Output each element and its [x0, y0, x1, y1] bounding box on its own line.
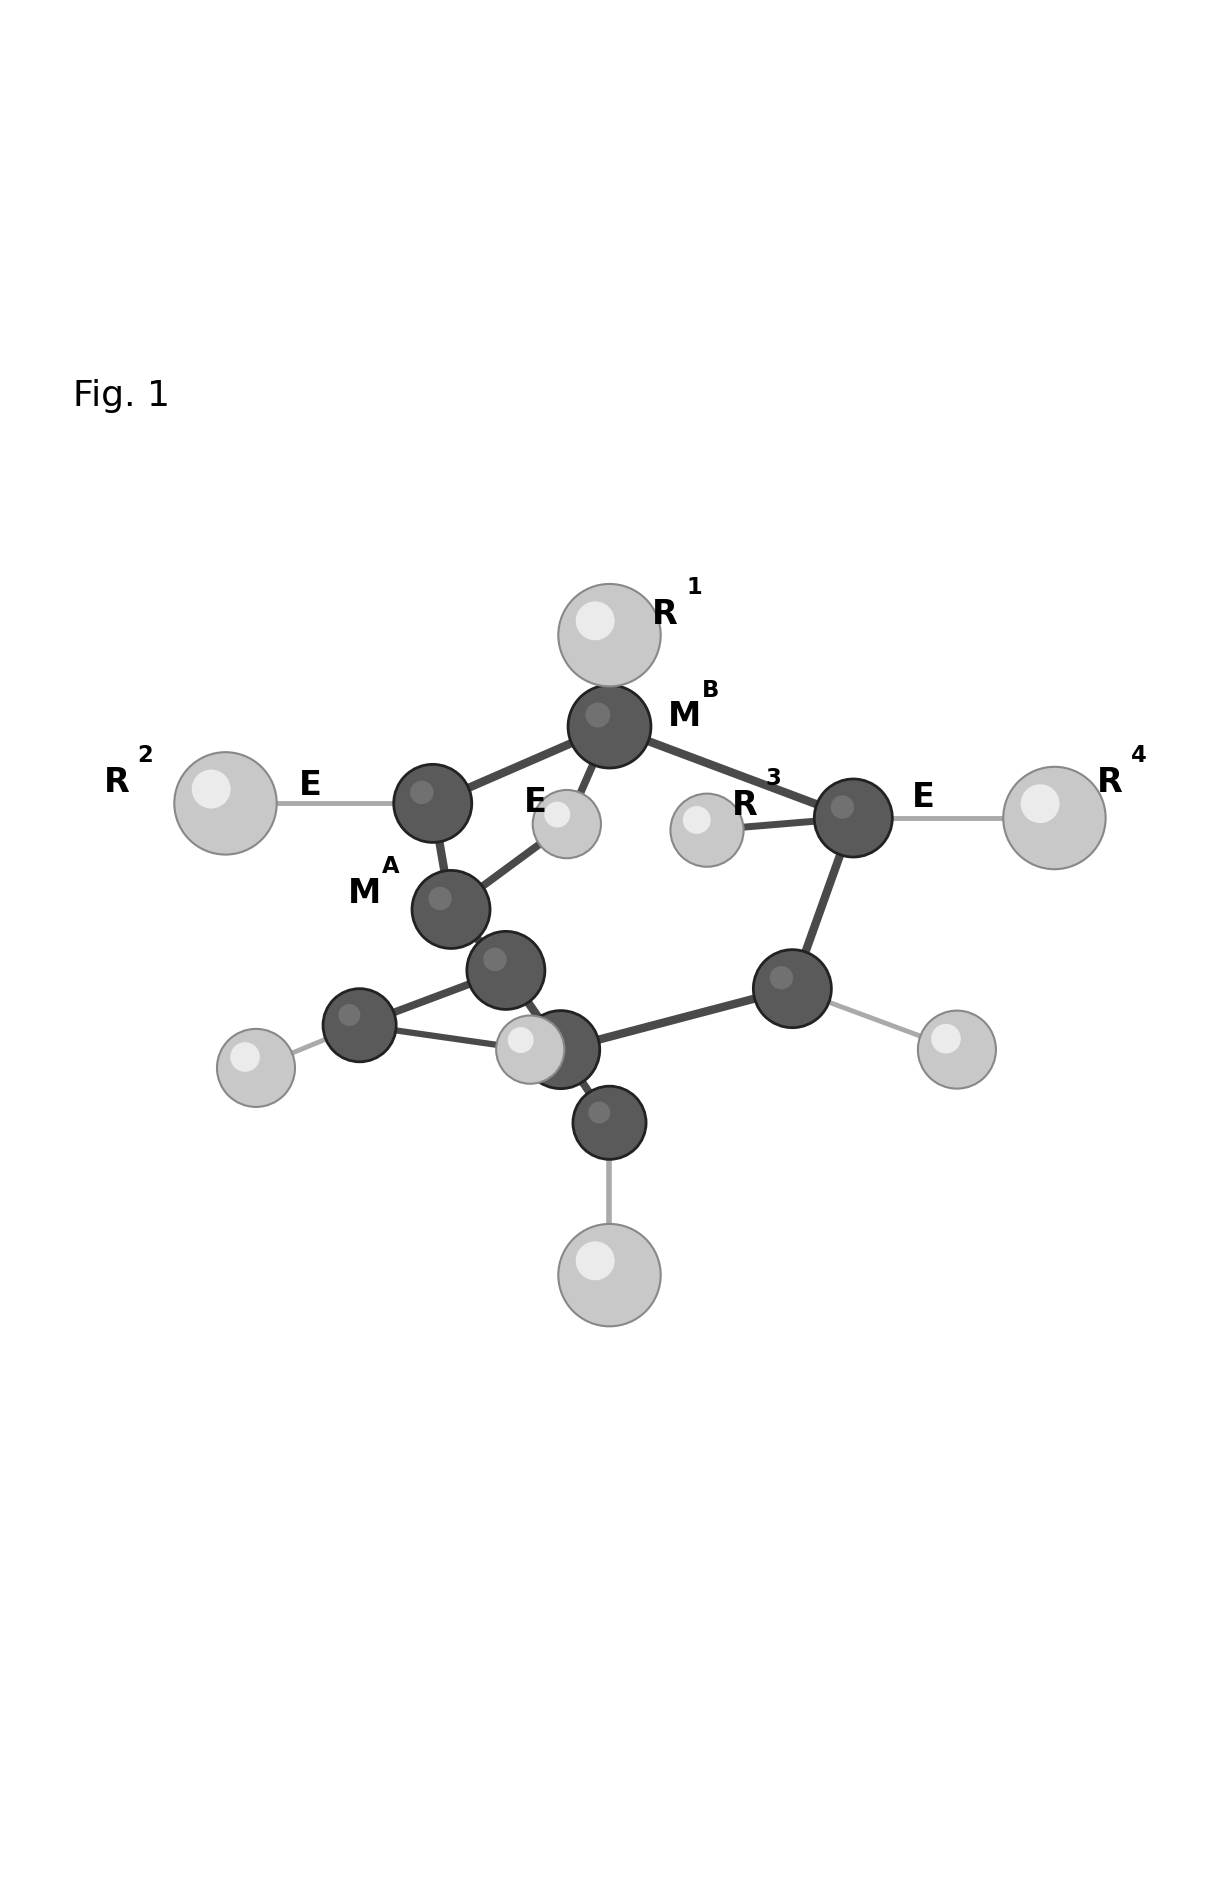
Text: E: E: [299, 768, 322, 802]
Circle shape: [217, 1029, 295, 1107]
Circle shape: [568, 685, 651, 768]
Text: M: M: [347, 878, 380, 910]
Text: R: R: [1097, 766, 1123, 798]
Circle shape: [323, 990, 396, 1061]
Text: E: E: [912, 781, 935, 814]
Circle shape: [575, 1241, 614, 1281]
Circle shape: [412, 870, 490, 948]
Circle shape: [1003, 766, 1106, 868]
Circle shape: [174, 753, 277, 855]
Text: 3: 3: [766, 768, 781, 791]
Circle shape: [814, 780, 892, 857]
Circle shape: [230, 1042, 260, 1071]
Circle shape: [545, 802, 570, 827]
Circle shape: [533, 791, 601, 859]
Circle shape: [394, 764, 472, 842]
Circle shape: [508, 1027, 534, 1054]
Circle shape: [496, 1016, 564, 1084]
Circle shape: [683, 806, 711, 834]
Text: B: B: [702, 679, 719, 702]
Circle shape: [191, 770, 230, 808]
Text: Fig. 1: Fig. 1: [73, 378, 171, 412]
Circle shape: [1020, 783, 1059, 823]
Circle shape: [410, 781, 434, 804]
Text: 2: 2: [138, 744, 154, 768]
Circle shape: [538, 1027, 562, 1050]
Circle shape: [830, 795, 855, 819]
Circle shape: [558, 585, 661, 687]
Circle shape: [558, 1224, 661, 1326]
Text: 1: 1: [686, 577, 702, 600]
Text: A: A: [382, 855, 399, 878]
Circle shape: [339, 1005, 361, 1025]
Circle shape: [589, 1101, 611, 1124]
Circle shape: [753, 950, 831, 1027]
Circle shape: [931, 1024, 961, 1054]
Circle shape: [522, 1010, 600, 1088]
Text: R: R: [731, 789, 757, 823]
Text: 4: 4: [1131, 744, 1147, 768]
Text: R: R: [652, 598, 678, 630]
Text: E: E: [524, 785, 547, 819]
Circle shape: [585, 702, 611, 727]
Text: R: R: [104, 766, 129, 798]
Circle shape: [483, 948, 507, 971]
Circle shape: [918, 1010, 996, 1088]
Circle shape: [670, 793, 744, 867]
Circle shape: [769, 967, 794, 990]
Circle shape: [428, 887, 452, 910]
Text: M: M: [668, 700, 701, 734]
Circle shape: [573, 1086, 646, 1160]
Circle shape: [467, 931, 545, 1010]
Circle shape: [575, 602, 614, 639]
